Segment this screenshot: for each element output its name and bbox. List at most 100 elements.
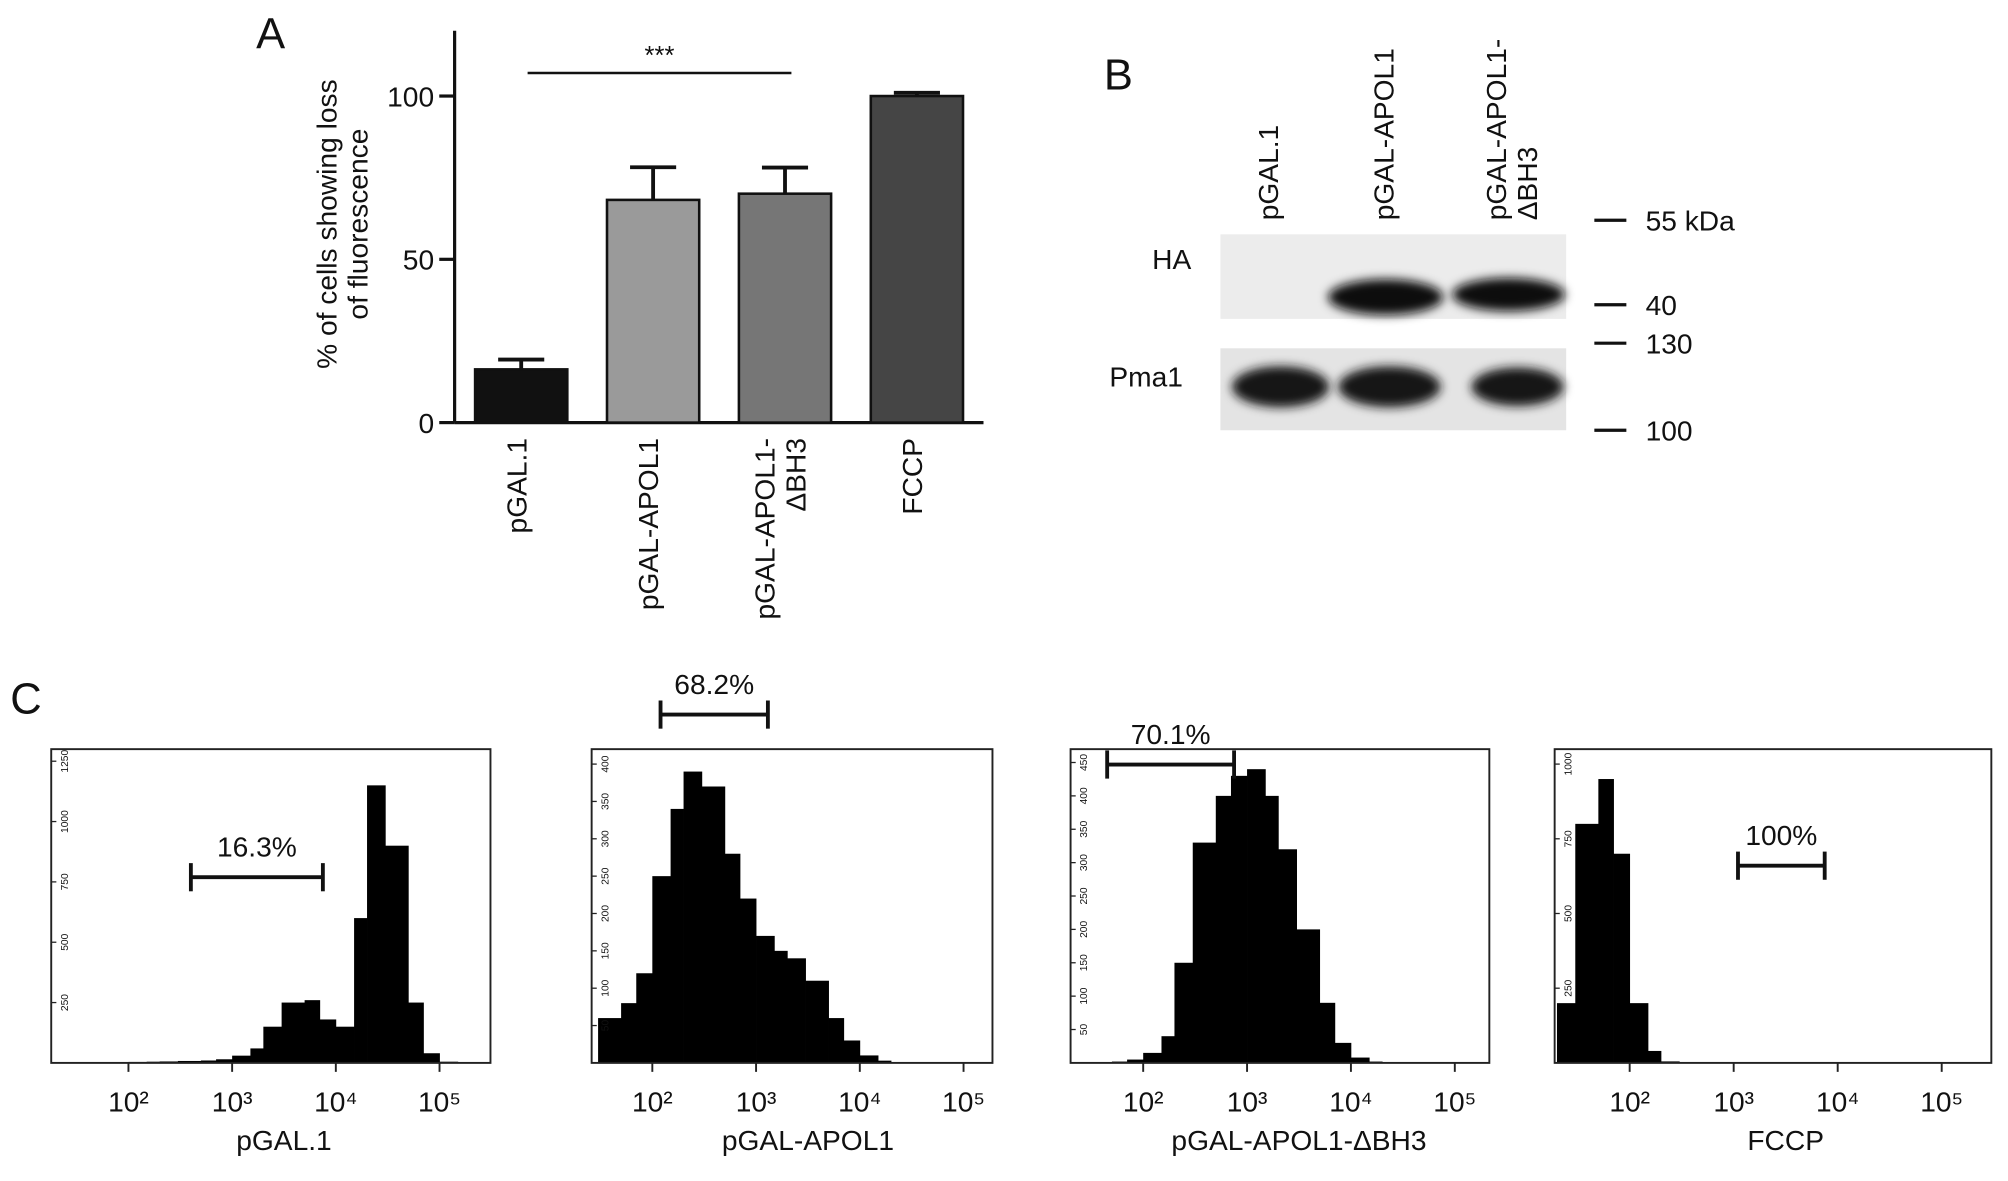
histogram-bar — [724, 853, 741, 1063]
histogram-bar — [1296, 929, 1321, 1063]
x-tick-label: 10³ — [212, 1086, 253, 1118]
x-tick-label: 10⁵ — [1433, 1086, 1476, 1118]
x-axis-title: pGAL-APOL1 — [722, 1124, 894, 1156]
error-bar — [630, 165, 677, 200]
histogram-bar — [1613, 853, 1631, 1063]
histogram-bar — [1265, 795, 1279, 1063]
y-tick-label: 300 — [1079, 854, 1090, 871]
histogram-bar — [756, 935, 775, 1063]
y-tick-label: 350 — [1079, 820, 1090, 837]
western-blot: pGAL.1 pGAL-APOL1 pGAL-APOL1-ΔBH3 HA Pma… — [1109, 39, 1735, 447]
marker-label: 40 — [1646, 289, 1677, 321]
bar — [737, 192, 833, 424]
bar — [869, 94, 965, 424]
y-tick-label: 500 — [1563, 905, 1574, 922]
histogram-bar — [304, 1000, 321, 1063]
significance-label: *** — [645, 42, 675, 70]
histogram-bar — [232, 1055, 251, 1063]
histogram-bar — [408, 1002, 424, 1063]
plot-frame — [1553, 748, 1993, 1064]
histogram-bar — [1192, 842, 1217, 1063]
histogram-bar — [200, 1060, 217, 1063]
y-tick-label: 450 — [1079, 754, 1090, 771]
histogram-bar — [670, 808, 684, 1063]
histogram-bar — [319, 1019, 337, 1063]
histogram-bar — [621, 1003, 637, 1063]
x-tick-label: 10² — [1123, 1086, 1164, 1118]
band — [1471, 367, 1564, 406]
histogram-bar — [354, 918, 368, 1063]
histogram-bar — [281, 1002, 305, 1063]
histogram-bar — [1319, 1002, 1336, 1063]
marker-label: 55 kDa — [1646, 205, 1736, 237]
gate — [188, 863, 325, 892]
histogram-bar — [859, 1055, 879, 1063]
histogram-bar — [177, 1060, 202, 1063]
histogram-bar — [1334, 1042, 1352, 1063]
panel-label: C — [10, 675, 41, 723]
histogram-bar — [683, 771, 703, 1063]
histogram-bar — [1127, 1059, 1144, 1063]
histogram-bar — [1230, 775, 1248, 1063]
y-tick-label: 250 — [1563, 979, 1574, 996]
histogram-bar — [367, 785, 386, 1063]
y-tick-label: 1250 — [60, 750, 71, 773]
histogram-bar — [701, 786, 726, 1063]
band — [1231, 366, 1330, 408]
y-tick-label: 400 — [1079, 787, 1090, 804]
x-tick-label: 10⁵ — [418, 1086, 461, 1118]
histogram-bar — [423, 1053, 440, 1063]
histogram-bar — [385, 845, 409, 1063]
histogram-bar — [878, 1060, 892, 1063]
y-tick-label: 1000 — [1563, 752, 1574, 775]
histogram-bar — [636, 973, 653, 1063]
x-tick-label: 10³ — [1227, 1086, 1268, 1118]
x-tick-label: FCCP — [896, 438, 928, 515]
y-tick-label: 200 — [1079, 921, 1090, 938]
histogram-bar — [1278, 849, 1298, 1063]
x-axis-title: FCCP — [1747, 1124, 1824, 1156]
x-tick-label: 10⁴ — [1816, 1086, 1859, 1118]
histogram-bar — [1161, 1036, 1175, 1063]
histogram-bar — [652, 876, 671, 1063]
histogram-bar — [598, 1018, 622, 1063]
band — [1327, 279, 1444, 316]
histogram — [1556, 779, 1680, 1063]
gate-label: 100% — [1745, 819, 1817, 851]
x-tick-label: pGAL-APOL1 — [632, 438, 664, 610]
x-axis-title: pGAL-APOL1-ΔBH3 — [1171, 1124, 1426, 1156]
x-tick-label: pGAL.1 — [500, 438, 532, 533]
marker-label: 130 — [1646, 327, 1693, 359]
histogram-bar — [739, 898, 757, 1063]
y-tick-label: 100 — [387, 80, 434, 112]
x-tick-label: 10² — [1609, 1086, 1650, 1118]
band — [1338, 366, 1441, 408]
lane-label: pGAL-APOL1-ΔBH3 — [1480, 39, 1543, 221]
y-tick-label: 250 — [600, 867, 611, 884]
row-label: HA — [1152, 243, 1191, 275]
histogram-bar — [250, 1048, 264, 1063]
y-tick-label: 150 — [600, 942, 611, 959]
gate — [1736, 851, 1827, 880]
x-tick-label: 10² — [632, 1086, 673, 1118]
y-tick-label: 400 — [600, 755, 611, 772]
y-tick-label: 1000 — [60, 810, 71, 833]
y-tick-label: 50 — [1079, 1024, 1090, 1036]
x-tick-label: 10³ — [1713, 1086, 1754, 1118]
x-tick-label: 10⁴ — [1329, 1086, 1372, 1118]
x-tick-label: 10⁴ — [314, 1086, 357, 1118]
histogram — [97, 785, 459, 1063]
y-tick-label: 150 — [1079, 954, 1090, 971]
gate — [658, 700, 770, 729]
histogram — [1111, 769, 1383, 1063]
gate-label: 16.3% — [217, 831, 297, 863]
y-tick-label: 350 — [600, 793, 611, 810]
histogram-bar — [216, 1059, 233, 1063]
x-axis-title: pGAL.1 — [236, 1124, 331, 1156]
histogram-bar — [1647, 1050, 1662, 1063]
plot-frame — [1069, 748, 1491, 1064]
histogram-bar — [1247, 769, 1266, 1063]
y-tick-label: 250 — [60, 994, 71, 1011]
error-bar — [893, 90, 940, 97]
x-tick-label: 10⁵ — [1920, 1086, 1963, 1118]
